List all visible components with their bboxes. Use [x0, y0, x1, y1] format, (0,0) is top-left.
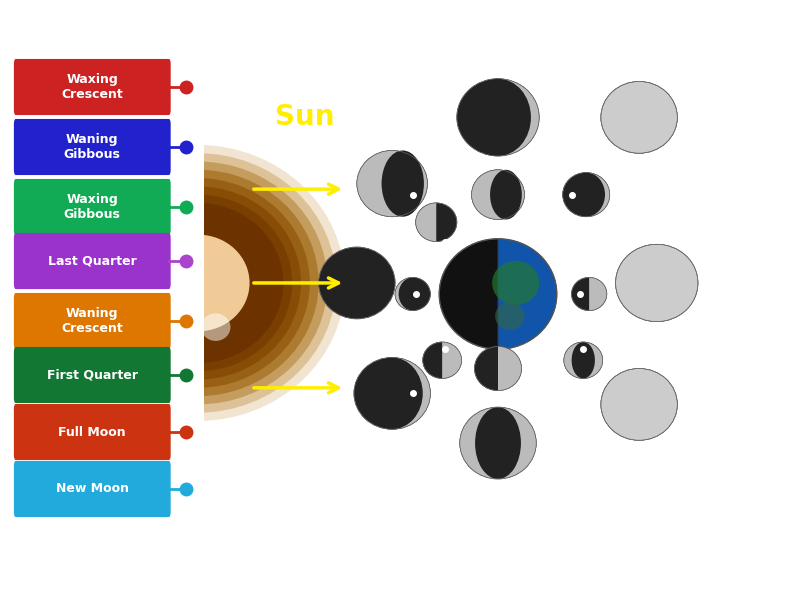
Circle shape: [78, 170, 318, 396]
Wedge shape: [589, 277, 606, 311]
Wedge shape: [395, 277, 413, 311]
Text: New Moon: New Moon: [56, 482, 129, 496]
FancyBboxPatch shape: [14, 461, 170, 517]
Circle shape: [457, 79, 539, 156]
Circle shape: [86, 178, 310, 388]
FancyBboxPatch shape: [14, 347, 170, 403]
FancyBboxPatch shape: [14, 233, 170, 289]
Circle shape: [460, 407, 536, 479]
Circle shape: [69, 161, 327, 404]
Ellipse shape: [572, 342, 595, 379]
Circle shape: [601, 82, 678, 153]
Circle shape: [564, 342, 602, 379]
FancyBboxPatch shape: [14, 119, 170, 175]
Circle shape: [357, 151, 427, 217]
Circle shape: [95, 187, 301, 380]
Text: Waxing
Crescent: Waxing Crescent: [62, 73, 123, 101]
Circle shape: [616, 244, 698, 322]
Circle shape: [492, 261, 539, 305]
Circle shape: [318, 247, 395, 319]
Circle shape: [474, 346, 522, 391]
Circle shape: [616, 244, 698, 322]
Circle shape: [146, 235, 250, 331]
Wedge shape: [442, 342, 462, 379]
Circle shape: [460, 407, 536, 479]
Text: First Quarter: First Quarter: [46, 368, 138, 382]
Circle shape: [471, 170, 525, 220]
Ellipse shape: [490, 170, 522, 220]
Circle shape: [60, 153, 336, 413]
Ellipse shape: [475, 407, 521, 479]
Circle shape: [571, 277, 606, 311]
Circle shape: [104, 194, 292, 371]
Circle shape: [601, 368, 678, 440]
Ellipse shape: [567, 173, 605, 217]
Ellipse shape: [465, 79, 531, 156]
Text: Waning
Crescent: Waning Crescent: [62, 307, 123, 335]
Circle shape: [601, 82, 678, 153]
Wedge shape: [498, 79, 539, 156]
Circle shape: [601, 368, 678, 440]
Wedge shape: [498, 239, 557, 349]
Wedge shape: [586, 173, 610, 217]
Circle shape: [51, 145, 345, 421]
Wedge shape: [392, 358, 430, 429]
Circle shape: [471, 170, 525, 220]
Text: Waning
Gibbous: Waning Gibbous: [64, 133, 121, 161]
Circle shape: [422, 342, 462, 379]
Wedge shape: [416, 203, 436, 242]
Circle shape: [564, 342, 602, 379]
FancyBboxPatch shape: [14, 179, 170, 235]
Text: Sun: Sun: [274, 103, 334, 131]
Circle shape: [562, 173, 610, 217]
Text: Waxing
Gibbous: Waxing Gibbous: [64, 193, 121, 221]
Wedge shape: [498, 346, 522, 391]
Ellipse shape: [382, 151, 424, 217]
Wedge shape: [439, 239, 498, 349]
FancyBboxPatch shape: [14, 59, 170, 115]
Circle shape: [357, 151, 427, 217]
Ellipse shape: [398, 277, 427, 311]
Text: Full Moon: Full Moon: [58, 425, 126, 439]
Circle shape: [113, 203, 283, 363]
Circle shape: [416, 203, 457, 242]
Circle shape: [201, 313, 230, 341]
FancyBboxPatch shape: [14, 293, 170, 349]
Circle shape: [395, 277, 430, 311]
Circle shape: [354, 358, 430, 429]
Ellipse shape: [362, 358, 422, 429]
Text: Last Quarter: Last Quarter: [48, 254, 137, 268]
Circle shape: [495, 302, 525, 330]
FancyBboxPatch shape: [14, 404, 170, 460]
